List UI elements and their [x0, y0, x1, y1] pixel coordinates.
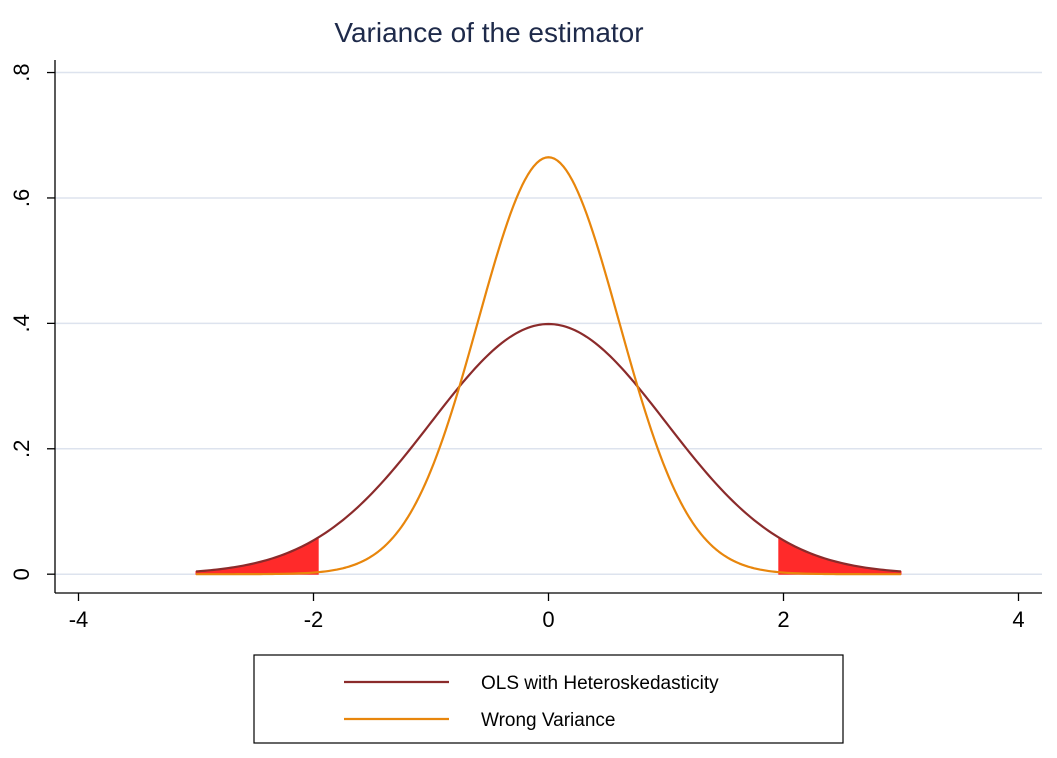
x-tick-label: 0 [542, 607, 554, 632]
tail-region [195, 536, 319, 575]
x-tick-label: -4 [69, 607, 89, 632]
legend-label: Wrong Variance [481, 710, 615, 731]
legend: OLS with Heteroskedasticity Wrong Varianc… [253, 654, 844, 744]
axes [54, 60, 1042, 594]
y-tick-label: .6 [9, 189, 34, 207]
x-tick-label: 4 [1012, 607, 1024, 632]
legend-box [253, 654, 844, 744]
series-line [196, 156, 901, 576]
legend-label: OLS with Heteroskedasticity [481, 673, 719, 694]
tail-region [778, 536, 902, 575]
y-tick-label: .4 [9, 314, 34, 332]
y-tick-label: .8 [9, 63, 34, 81]
y-tick-label: .2 [9, 440, 34, 458]
series-line [195, 322, 902, 573]
chart-title: Variance of the estimator [334, 17, 643, 48]
shaded-tails [195, 536, 902, 575]
x-tick-label: -2 [304, 607, 324, 632]
x-tick-label: 2 [777, 607, 789, 632]
y-tick-label: 0 [9, 568, 34, 580]
series-lines [195, 156, 902, 576]
ticks: -4 -2 0 2 4 0 .2 .4 .6 .8 [9, 63, 1025, 632]
